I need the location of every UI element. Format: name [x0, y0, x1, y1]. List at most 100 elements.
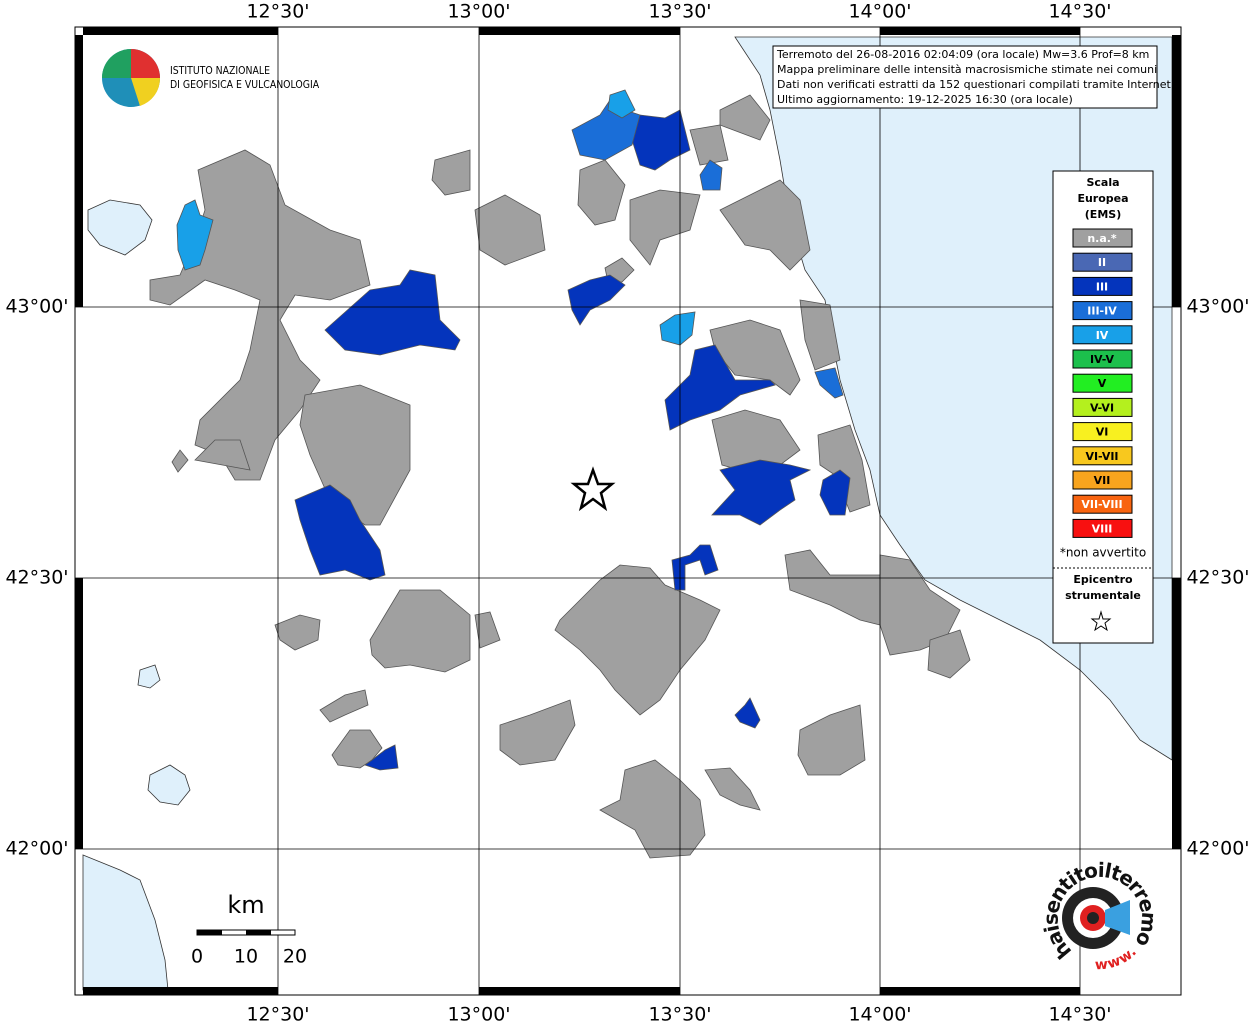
municipality: [659, 311, 696, 346]
longitude-label: 13°00': [447, 1004, 510, 1025]
municipality: [554, 564, 721, 716]
municipality: [319, 689, 369, 723]
longitude-label: 14°30': [1048, 1004, 1111, 1025]
municipality: [369, 589, 471, 673]
legend-epicenter: Epicentro: [1073, 573, 1133, 586]
municipality: [689, 124, 729, 166]
info-line: Terremoto del 26-08-2016 02:04:09 (ora l…: [776, 48, 1149, 61]
scale-bar: km 0 10 20: [191, 891, 307, 968]
legend-title: Europea: [1077, 192, 1128, 205]
municipality: [699, 159, 723, 191]
legend-label: III: [1096, 280, 1108, 293]
municipality: [817, 424, 871, 513]
longitude-label: 14°00': [848, 1, 911, 23]
info-line: Ultimo aggiornamento: 19-12-2025 16:30 (…: [777, 93, 1073, 106]
municipality: [274, 614, 321, 651]
longitude-label: 13°30': [648, 1004, 711, 1025]
legend-label: n.a.*: [1087, 232, 1117, 245]
ingv-logo: ISTITUTO NAZIONALE DI GEOFISICA E VULCAN…: [102, 49, 319, 107]
municipality: [814, 367, 844, 399]
municipality: [431, 149, 471, 196]
legend: Scala Europea (EMS) *non avvertito Epice…: [1052, 170, 1154, 644]
municipality: [734, 697, 761, 729]
info-line: Dati non verificati estratti da 152 ques…: [777, 78, 1174, 91]
latitude-label: 43°00': [5, 296, 68, 318]
municipality: [567, 274, 626, 326]
legend-swatch: [1072, 422, 1133, 442]
legend-label: IV: [1096, 329, 1109, 342]
legend-label: VI-VII: [1085, 450, 1118, 463]
legend-swatch: [1072, 446, 1133, 466]
epicenter-star: [570, 466, 616, 512]
legend-swatch: [1072, 252, 1133, 272]
legend-swatch: [1072, 397, 1133, 417]
latitude-label: 43°00': [1186, 296, 1249, 318]
municipality: [719, 179, 811, 271]
municipality: [331, 729, 383, 769]
municipality: [797, 704, 866, 776]
longitude-label: 12°30': [246, 1004, 309, 1025]
longitude-label: 14°00': [848, 1004, 911, 1025]
municipality: [599, 759, 706, 859]
legend-label: VII-VIII: [1081, 498, 1122, 511]
municipality: [364, 744, 399, 771]
legend-label: VIII: [1092, 522, 1113, 535]
municipality: [927, 629, 971, 679]
municipality: [607, 89, 636, 119]
municipality: [711, 459, 812, 526]
municipalities: [149, 89, 971, 859]
municipality: [499, 699, 576, 766]
legend-label: V: [1098, 377, 1107, 390]
legend-label: II: [1098, 256, 1106, 269]
graticule: [75, 27, 1181, 995]
latitude-label: 42°00': [5, 838, 68, 860]
legend-title: (EMS): [1085, 208, 1121, 221]
legend-swatch: [1072, 301, 1133, 321]
legend-label: VI: [1096, 426, 1109, 439]
logo-line: DI GEOFISICA E VULCANOLOGIA: [170, 80, 319, 92]
municipality: [711, 409, 801, 471]
municipality: [474, 611, 501, 649]
scale-tick: 0: [191, 946, 203, 968]
municipality: [784, 549, 961, 656]
frame-bars: [75, 27, 1181, 995]
municipality: [671, 544, 719, 591]
legend-swatch: [1072, 228, 1133, 248]
municipality: [294, 484, 386, 581]
info-line: Mappa preliminare delle intensità macros…: [777, 63, 1157, 76]
legend-swatch: [1072, 518, 1133, 538]
latitude-label: 42°30': [1186, 567, 1249, 589]
legend-swatch: [1072, 470, 1133, 490]
legend-label: IV-V: [1090, 353, 1115, 366]
logo-line: ISTITUTO NAZIONALE: [170, 66, 270, 78]
legend-swatch: [1072, 373, 1133, 393]
longitude-label: 13°30': [648, 1, 711, 23]
scale-tick: 10: [234, 946, 258, 968]
municipality: [324, 269, 461, 356]
municipality: [719, 94, 771, 141]
municipality: [474, 194, 546, 266]
legend-swatch: [1072, 325, 1133, 345]
legend-title: Scala: [1086, 176, 1119, 189]
longitude-label: 13°00': [447, 1, 510, 23]
municipality: [704, 767, 761, 811]
longitude-label: 14°30': [1048, 1, 1111, 23]
longitude-label: 12°30': [246, 1, 309, 23]
legend-swatch: [1072, 494, 1133, 514]
municipality: [819, 469, 851, 516]
municipality: [799, 299, 841, 371]
legend-note: *non avvertito: [1060, 546, 1146, 560]
latitude-label: 42°30': [5, 567, 68, 589]
legend-epicenter: strumentale: [1065, 589, 1141, 602]
municipality: [631, 109, 691, 171]
legend-label: VII: [1094, 474, 1111, 487]
latitude-label: 42°00': [1186, 838, 1249, 860]
municipality: [176, 199, 214, 271]
scale-unit: km: [227, 891, 264, 919]
municipality: [629, 189, 701, 266]
info-box: Terremoto del 26-08-2016 02:04:09 (ora l…: [772, 45, 1174, 109]
coordinate-labels: 12°30' 12°30' 13°00' 13°00' 13°30' 13°30' 14°0…: [5, 1, 1249, 1026]
scale-tick: 20: [283, 946, 307, 968]
municipality: [194, 439, 251, 471]
